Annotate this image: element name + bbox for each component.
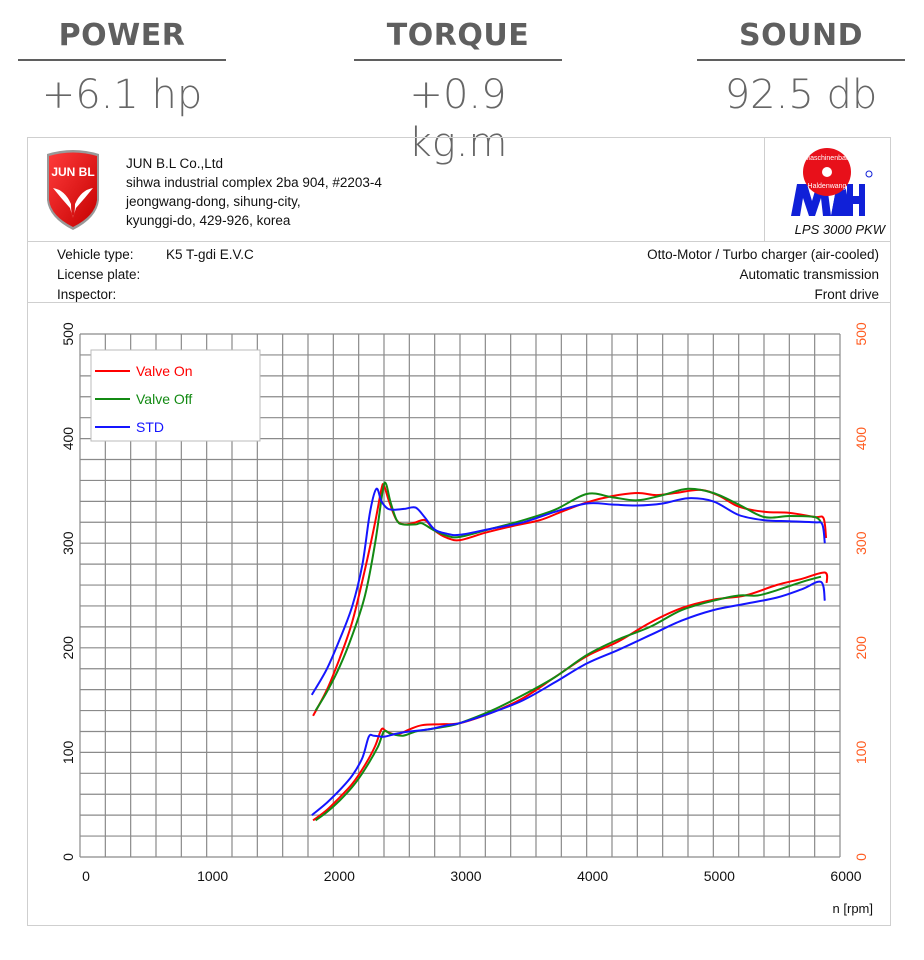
address-line: jeongwang-dong, sihung-city,: [126, 194, 301, 209]
stat-sound: SOUND 92.5 db: [697, 0, 905, 119]
x-axis-label: n [rpm]: [833, 901, 873, 916]
x-tick-label: 5000: [704, 868, 735, 884]
svg-text:JUN BL: JUN BL: [51, 165, 94, 179]
info-labels: Vehicle type: License plate: Inspector:: [57, 245, 140, 305]
stat-value: +6.1 hp: [41, 72, 203, 118]
maha-logo: Maschinenbau Haldenwang: [791, 148, 873, 216]
y-tick-label-left: 300: [60, 531, 76, 555]
y-tick-label-right: 400: [853, 427, 869, 451]
stat-torque: TORQUE +0.9 kg.m: [354, 0, 562, 167]
curve-std-upper: [310, 487, 826, 696]
grid: [79, 333, 841, 858]
dyno-model: LPS 3000 PKW: [794, 222, 885, 237]
curve-std-lower: [311, 580, 826, 816]
divider: [18, 59, 226, 61]
y-tick-label-right: 0: [853, 853, 869, 861]
legend-item-valve-on: Valve On: [136, 363, 193, 379]
stat-power: POWER +6.1 hp: [18, 0, 226, 119]
company-address: JUN B.L Co.,Ltd sihwa industrial complex…: [126, 154, 382, 230]
y-tick-label-right: 100: [853, 741, 869, 765]
curve-valve-on-lower: [312, 571, 829, 822]
drive-type: Front drive: [814, 287, 879, 302]
x-tick-label: 1000: [197, 868, 228, 884]
curve-valve-on-upper: [312, 483, 828, 717]
divider: [697, 59, 905, 61]
report-header: JUN BL JUN B.L Co.,Ltd sihwa industrial …: [28, 138, 890, 242]
y-tick-label-left: 0: [60, 853, 76, 861]
y-tick-label-right: 200: [853, 636, 869, 660]
y-tick-label-right: 500: [853, 322, 869, 346]
stat-label: SOUND: [739, 18, 863, 53]
y-tick-label-left: 500: [60, 322, 76, 346]
svg-text:Haldenwang: Haldenwang: [808, 183, 847, 190]
inspector-label: Inspector:: [57, 287, 117, 302]
company-name: JUN B.L Co.,Ltd: [126, 156, 224, 171]
info-specs: Otto-Motor / Turbo charger (air-cooled) …: [647, 245, 879, 305]
stat-value: +0.9 kg.m: [408, 72, 508, 166]
stat-label: TORQUE: [386, 18, 530, 53]
x-tick-label: 6000: [830, 868, 861, 884]
divider: [354, 59, 562, 61]
vehicle-type-label: Vehicle type:: [57, 247, 134, 262]
vehicle-type-value: K5 T-gdi E.V.C: [166, 247, 254, 262]
x-tick-label: 4000: [577, 868, 608, 884]
junbl-logo: JUN BL: [47, 150, 99, 230]
stat-label: POWER: [58, 18, 186, 53]
y-tick-label-left: 400: [60, 427, 76, 451]
legend: Valve On Valve Off STD: [90, 349, 261, 442]
y-tick-label-left: 200: [60, 636, 76, 660]
curve-valve-off-upper: [314, 481, 822, 712]
curves: [310, 481, 829, 822]
stat-value: 92.5 db: [724, 72, 878, 118]
axis-ticks: 0 1000 2000 3000 4000 5000 6000010020030040050…: [60, 322, 869, 884]
address-line: kyunggi-do, 429-926, korea: [126, 213, 291, 228]
maha-block: Maschinenbau Haldenwang LPS 3000 PKW: [764, 138, 891, 241]
x-tick-label: 2000: [324, 868, 355, 884]
dyno-report: JUN BL JUN B.L Co.,Ltd sihwa industrial …: [27, 137, 891, 926]
y-tick-label-left: 100: [60, 741, 76, 765]
legend-item-std: STD: [136, 419, 164, 435]
legend-item-valve-off: Valve Off: [136, 391, 192, 407]
y-tick-label-right: 300: [853, 531, 869, 555]
x-tick-label: 0: [82, 868, 90, 884]
legend-box: [90, 349, 261, 442]
x-tick-label: 3000: [450, 868, 481, 884]
curve-valve-off-lower: [315, 575, 822, 822]
svg-text:Maschinenbau: Maschinenbau: [804, 155, 850, 162]
address-line: sihwa industrial complex 2ba 904, #2203-…: [126, 175, 382, 190]
vehicle-info: Vehicle type: License plate: Inspector: …: [28, 242, 890, 303]
transmission: Automatic transmission: [739, 267, 879, 282]
engine-type: Otto-Motor / Turbo charger (air-cooled): [647, 247, 879, 262]
license-plate-label: License plate:: [57, 267, 141, 282]
